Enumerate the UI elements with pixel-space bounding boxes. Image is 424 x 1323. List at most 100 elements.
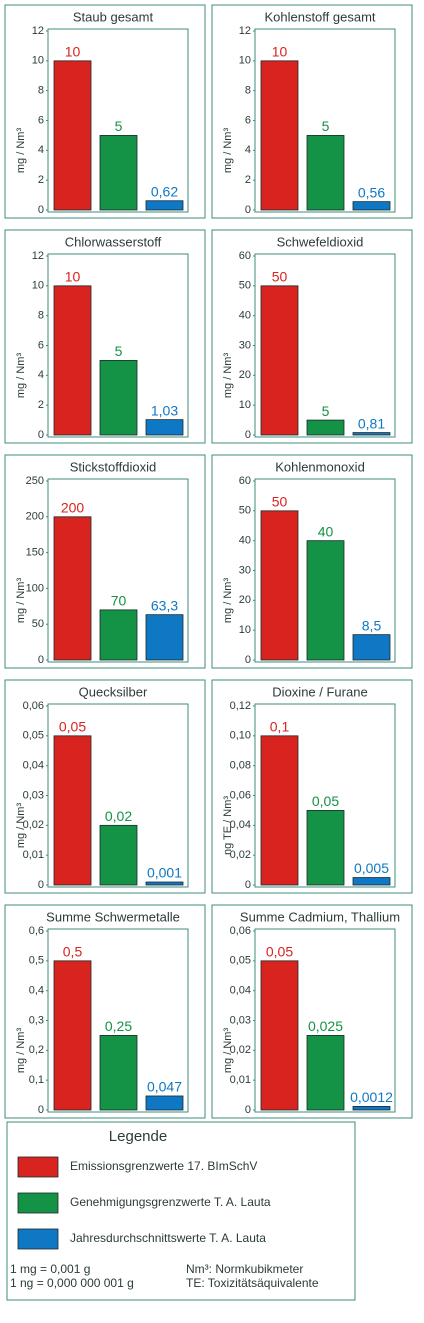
- y-axis-label: mg / Nm³: [15, 1028, 27, 1074]
- y-tick-label: 100: [26, 582, 44, 594]
- y-tick-label: 0,05: [230, 955, 251, 967]
- y-tick-label: 6: [38, 339, 44, 351]
- y-tick-label: 150: [26, 547, 44, 559]
- y-tick-label: 60: [239, 250, 251, 262]
- legend-swatch: [17, 1192, 59, 1214]
- bar: [145, 200, 184, 211]
- y-tick-label: 0,02: [230, 849, 251, 861]
- y-tick-label: 0: [38, 429, 44, 441]
- y-tick-label: 10: [239, 55, 251, 67]
- y-tick-label: 4: [245, 144, 251, 156]
- value-label: 5: [322, 403, 330, 419]
- y-tick-label: 0: [245, 654, 251, 666]
- value-label: 0,05: [59, 719, 86, 735]
- bar: [145, 881, 184, 886]
- value-label: 10: [65, 269, 81, 285]
- panel: [4, 904, 206, 1119]
- value-label: 0,1: [270, 719, 290, 735]
- panel: [4, 454, 206, 669]
- plot-frame: [47, 478, 189, 663]
- y-tick-label: 8: [38, 310, 44, 322]
- bar: [352, 432, 391, 436]
- chart-title: Dioxine / Furane: [272, 684, 367, 699]
- y-tick-label: 50: [239, 280, 251, 292]
- y-tick-label: 10: [32, 55, 44, 67]
- y-tick-label: 0,06: [230, 925, 251, 937]
- legend-swatch: [17, 1228, 59, 1250]
- y-tick-label: 0,02: [230, 1044, 251, 1056]
- bar: [99, 824, 138, 886]
- value-label: 200: [61, 500, 85, 516]
- chart-title: Summe Schwermetalle: [46, 909, 180, 924]
- value-label: 63,3: [151, 597, 178, 613]
- panel: [211, 904, 413, 1119]
- y-tick-label: 0,4: [29, 985, 44, 997]
- y-tick-label: 0: [38, 204, 44, 216]
- y-tick-label: 20: [239, 369, 251, 381]
- panel: [4, 229, 206, 444]
- bar: [53, 60, 92, 211]
- value-label: 50: [272, 269, 288, 285]
- value-label: 0,62: [151, 183, 178, 199]
- value-label: 0,001: [147, 865, 182, 881]
- chart-title: Summe Cadmium, Thallium: [240, 909, 400, 924]
- y-tick-label: 0,02: [23, 819, 44, 831]
- y-tick-label: 250: [26, 475, 44, 487]
- note: 1 mg = 0,001 g: [10, 1262, 90, 1276]
- y-tick-label: 0: [38, 654, 44, 666]
- y-tick-label: 10: [32, 280, 44, 292]
- y-tick-label: 0,6: [29, 925, 44, 937]
- y-tick-label: 10: [239, 624, 251, 636]
- bar: [145, 614, 184, 661]
- value-label: 0,047: [147, 1079, 182, 1095]
- chart-title: Kohlenstoff gesamt: [264, 9, 375, 24]
- panel: [4, 4, 206, 219]
- y-tick-label: 0,04: [230, 985, 251, 997]
- bar: [306, 810, 345, 886]
- bar: [53, 516, 92, 661]
- bar: [53, 735, 92, 886]
- y-tick-label: 0,04: [230, 819, 251, 831]
- y-axis-label: mg / Nm³: [15, 803, 27, 849]
- y-tick-label: 0,1: [29, 1074, 44, 1086]
- note: Nm³: Normkubikmeter: [186, 1262, 303, 1276]
- note: 1 ng = 0,000 000 001 g: [10, 1276, 134, 1290]
- bar: [260, 60, 299, 211]
- chart-title: Schwefeldioxid: [277, 234, 364, 249]
- y-tick-label: 0: [245, 879, 251, 891]
- y-tick-label: 0,10: [230, 730, 251, 742]
- value-label: 0,05: [312, 793, 339, 809]
- y-tick-label: 2: [38, 399, 44, 411]
- y-tick-label: 0,06: [230, 789, 251, 801]
- bar: [260, 285, 299, 436]
- y-tick-label: 0,5: [29, 955, 44, 967]
- y-axis-label: mg / Nm³: [15, 578, 27, 624]
- y-tick-label: 0: [245, 1104, 251, 1116]
- y-tick-label: 12: [32, 25, 44, 37]
- y-tick-label: 0,01: [23, 849, 44, 861]
- value-label: 5: [115, 343, 123, 359]
- panel: [211, 229, 413, 444]
- legend-swatch: [17, 1156, 59, 1178]
- panel: [4, 679, 206, 894]
- panel: [211, 4, 413, 219]
- bar: [53, 960, 92, 1111]
- y-tick-label: 50: [239, 505, 251, 517]
- value-label: 0,81: [358, 415, 385, 431]
- bar: [352, 1106, 391, 1111]
- y-tick-label: 2: [38, 174, 44, 186]
- y-tick-label: 40: [239, 535, 251, 547]
- y-tick-label: 40: [239, 310, 251, 322]
- y-tick-label: 0,03: [23, 789, 44, 801]
- y-tick-label: 12: [239, 25, 251, 37]
- y-tick-label: 4: [38, 369, 44, 381]
- y-axis-label: ng TE / Nm³: [222, 796, 234, 855]
- bar: [99, 135, 138, 211]
- value-label: 0,025: [308, 1018, 343, 1034]
- y-tick-label: 60: [239, 475, 251, 487]
- value-label: 70: [111, 593, 127, 609]
- y-tick-label: 0,2: [29, 1044, 44, 1056]
- bar: [352, 634, 391, 661]
- value-label: 0,56: [358, 184, 385, 200]
